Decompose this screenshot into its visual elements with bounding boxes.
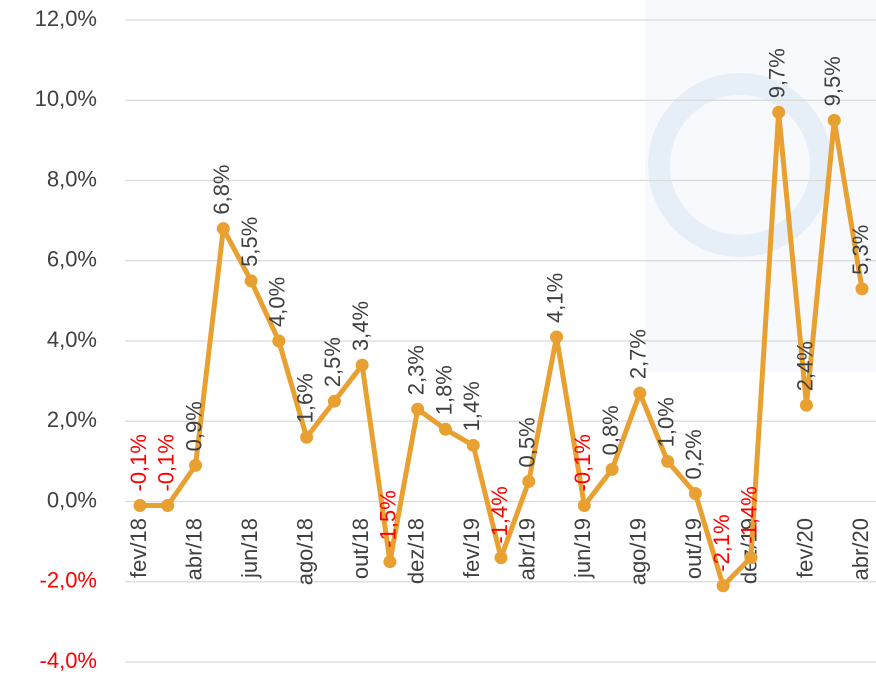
data-label: 9,5% <box>820 56 845 106</box>
point <box>355 358 369 372</box>
point <box>577 499 591 513</box>
point <box>272 334 286 348</box>
point <box>522 474 536 488</box>
point <box>494 551 508 565</box>
point <box>327 394 341 408</box>
data-label: 0,8% <box>598 405 623 455</box>
watermark <box>645 0 876 372</box>
point <box>799 398 813 412</box>
x-tick-label: ago/18 <box>292 518 317 585</box>
x-tick-label: jun/18 <box>237 518 262 579</box>
data-label: 0,2% <box>681 429 706 479</box>
x-tick-label: abr/20 <box>848 518 873 580</box>
x-tick-label: out/19 <box>681 518 706 579</box>
y-tick-label: 8,0% <box>47 166 97 191</box>
y-tick-label: 0,0% <box>47 487 97 512</box>
data-label: 2,4% <box>792 341 817 391</box>
data-label: -0,1% <box>570 434 595 491</box>
x-tick-label: dez/18 <box>404 518 429 584</box>
data-label: 6,8% <box>209 164 234 214</box>
x-tick-label: fev/18 <box>126 518 151 578</box>
point <box>744 551 758 565</box>
point <box>161 499 175 513</box>
data-label: 1,4% <box>459 381 484 431</box>
point <box>688 486 702 500</box>
data-label: 2,5% <box>320 337 345 387</box>
y-tick-label: -4,0% <box>40 648 97 673</box>
data-label: 5,5% <box>237 217 262 267</box>
x-tick-label: out/18 <box>348 518 373 579</box>
point <box>772 105 786 119</box>
data-label: 2,3% <box>404 345 429 395</box>
data-label: 9,7% <box>765 48 790 98</box>
data-label: 1,0% <box>653 397 678 447</box>
point <box>550 330 564 344</box>
x-tick-label: fev/20 <box>792 518 817 578</box>
data-label: 5,3% <box>848 225 873 275</box>
x-tick-label: abr/18 <box>181 518 206 580</box>
point <box>383 555 397 569</box>
data-label: -1,5% <box>376 490 401 547</box>
point <box>661 454 675 468</box>
data-label: 0,5% <box>515 417 540 467</box>
point <box>466 438 480 452</box>
y-tick-label: 10,0% <box>35 86 97 111</box>
point <box>716 579 730 593</box>
data-label: -1,4% <box>487 486 512 543</box>
point <box>827 113 841 127</box>
point <box>244 274 258 288</box>
y-tick-label: 12,0% <box>35 6 97 31</box>
point <box>438 422 452 436</box>
data-label: 3,4% <box>348 301 373 351</box>
x-tick-label: fev/19 <box>459 518 484 578</box>
point <box>133 499 147 513</box>
data-label: -0,1% <box>126 434 151 491</box>
point <box>411 402 425 416</box>
point <box>189 458 203 472</box>
data-label: 1,6% <box>292 373 317 423</box>
y-tick-label: 4,0% <box>47 327 97 352</box>
point <box>633 386 647 400</box>
data-label: -2,1% <box>709 514 734 571</box>
point <box>216 222 230 236</box>
x-tick-label: abr/19 <box>515 518 540 580</box>
x-tick-label: ago/19 <box>626 518 651 585</box>
data-label: 2,7% <box>626 329 651 379</box>
data-label: -0,1% <box>154 434 179 491</box>
x-tick-label: jun/19 <box>570 518 595 579</box>
data-label: 4,0% <box>265 277 290 327</box>
point <box>300 430 314 444</box>
data-label: 4,1% <box>542 273 567 323</box>
point <box>855 282 869 296</box>
y-tick-label: 2,0% <box>47 407 97 432</box>
y-tick-label: -2,0% <box>40 568 97 593</box>
data-label: 0,9% <box>181 401 206 451</box>
point <box>605 462 619 476</box>
data-label: 1,8% <box>431 365 456 415</box>
data-label: -1,4% <box>737 486 762 543</box>
y-tick-label: 6,0% <box>47 247 97 272</box>
